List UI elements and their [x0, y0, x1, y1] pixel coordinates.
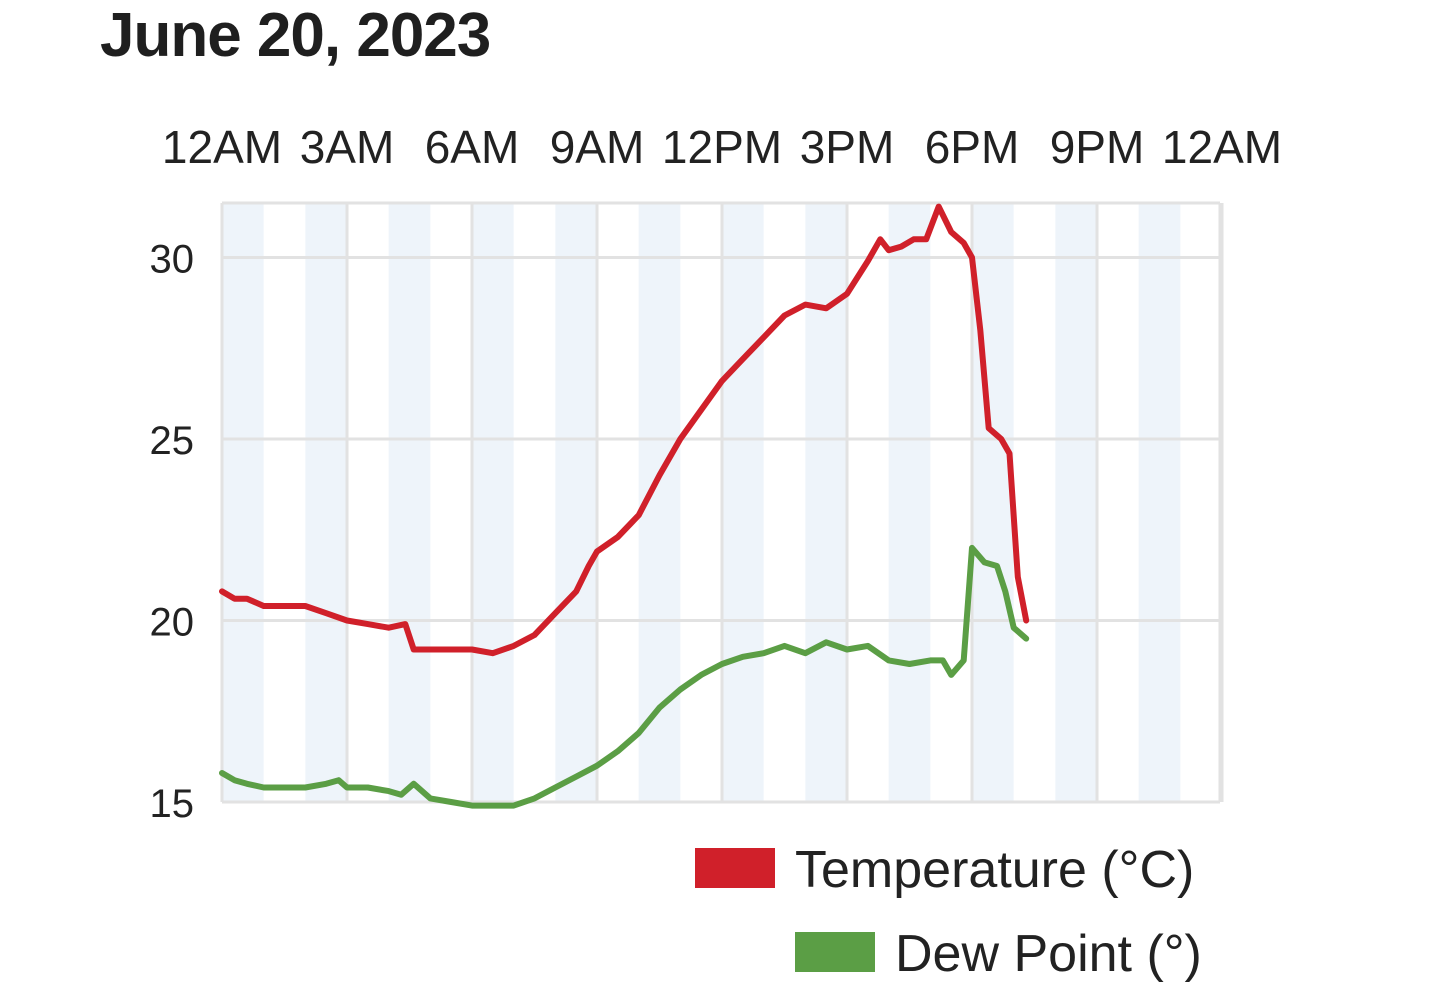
hour-band [388, 203, 431, 802]
hour-band [888, 203, 931, 802]
hour-band [472, 203, 514, 802]
temperature-line [219, 203, 1030, 657]
x-tick-label: 12AM [1162, 121, 1282, 173]
x-axis-labels: 12AM 3AM 6AM 9AM 12PM 3PM 6PM 9PM 12AM [162, 121, 1282, 173]
hour-band [722, 203, 764, 802]
series-lines [219, 203, 1030, 809]
hour-bands [222, 203, 1181, 802]
x-tick-label: 3PM [800, 121, 895, 173]
hour-band [1055, 203, 1097, 802]
legend-swatch [695, 848, 775, 888]
x-tick-label: 9AM [550, 121, 645, 173]
y-axis-labels: 15 20 25 30 [150, 237, 195, 826]
legend-swatch [795, 932, 875, 972]
x-tick-label: 6PM [925, 121, 1020, 173]
hour-band [222, 203, 264, 802]
legend-label: Temperature (°C) [795, 841, 1194, 899]
x-tick-label: 12AM [162, 121, 282, 173]
y-tick-label: 30 [150, 237, 195, 281]
x-tick-label: 9PM [1050, 121, 1145, 173]
legend: Temperature (°C) Dew Point (°) [695, 841, 1202, 983]
hour-band [305, 203, 347, 802]
hour-band [1138, 203, 1181, 802]
x-tick-label: 6AM [425, 121, 520, 173]
legend-label: Dew Point (°) [895, 925, 1202, 983]
hour-band [555, 203, 597, 802]
hour-band [805, 203, 847, 802]
x-tick-label: 12PM [662, 121, 782, 173]
dew-point-line [219, 544, 1030, 809]
y-tick-label: 20 [150, 600, 195, 644]
y-tick-label: 15 [150, 782, 195, 826]
y-tick-label: 25 [150, 419, 195, 463]
x-tick-label: 3AM [300, 121, 395, 173]
grid-lines [220, 201, 1224, 804]
chart-title: June 20, 2023 [100, 1, 491, 70]
